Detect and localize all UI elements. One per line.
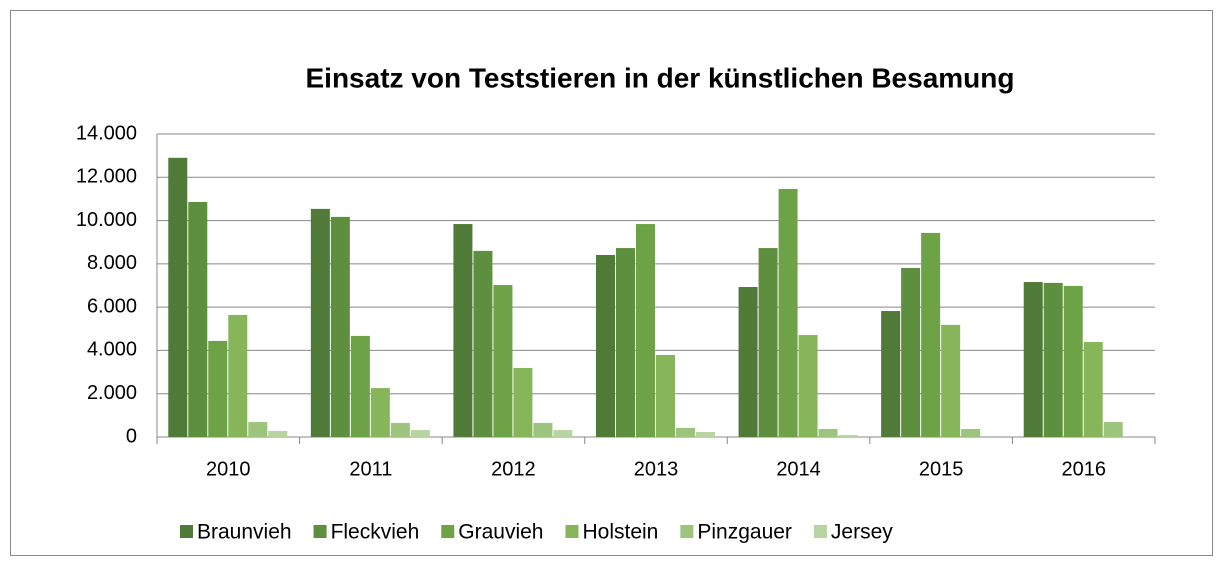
bar: [778, 188, 798, 437]
bar: [1083, 341, 1103, 437]
y-tick-label: 14.000: [76, 122, 137, 144]
bar: [268, 430, 288, 437]
legend-swatch: [813, 525, 827, 538]
bar: [676, 427, 695, 437]
bar: [188, 201, 208, 437]
bar: [533, 422, 553, 437]
bar: [596, 254, 615, 437]
legend-swatch: [565, 525, 579, 538]
x-tick-label: 2016: [1061, 458, 1106, 480]
bar: [410, 430, 430, 437]
x-tick-label: 2012: [491, 458, 536, 480]
bar: [228, 314, 248, 437]
bar: [636, 224, 655, 437]
bar: [168, 157, 188, 438]
bar: [738, 287, 758, 437]
bar: [758, 248, 778, 437]
chart-title: Einsatz von Teststieren in der künstlich…: [306, 62, 1015, 93]
legend-swatch: [180, 525, 193, 538]
bar: [881, 311, 901, 437]
bar: [473, 250, 493, 437]
legend-label: Braunvieh: [197, 521, 292, 544]
bar: [453, 224, 473, 437]
legend-label: Jersey: [831, 521, 893, 544]
legend-label: Pinzgauer: [697, 521, 792, 544]
legend-swatch: [680, 525, 694, 538]
bar: [901, 267, 921, 437]
bar: [818, 428, 838, 437]
x-tick-label: 2014: [776, 458, 821, 480]
x-tick-label: 2010: [206, 458, 251, 480]
x-tick-label: 2015: [919, 458, 964, 480]
y-tick-label: 2.000: [87, 382, 137, 404]
bar: [513, 367, 533, 437]
y-tick-label: 6.000: [87, 295, 137, 317]
y-tick-label: 4.000: [87, 339, 137, 361]
bar: [330, 216, 350, 437]
bar: [921, 232, 941, 437]
legend-label: Grauvieh: [458, 521, 543, 544]
bar: [1063, 285, 1083, 437]
legend-swatch: [441, 525, 455, 538]
legend-swatch: [313, 525, 327, 538]
y-tick-label: 10.000: [76, 209, 137, 231]
bar: [553, 430, 573, 437]
bar: [493, 285, 513, 437]
legend-label: Fleckvieh: [331, 521, 420, 544]
bar: [616, 248, 635, 437]
bar: [798, 335, 818, 437]
bar: [961, 428, 981, 437]
bar: [838, 435, 858, 437]
bar: [1023, 282, 1043, 437]
bar: [1103, 422, 1123, 437]
bar: [370, 388, 390, 437]
legend-label: Holstein: [582, 521, 658, 544]
bar: [310, 208, 330, 437]
bar: [696, 432, 715, 437]
bar: [248, 422, 268, 437]
y-tick-label: 8.000: [87, 252, 137, 274]
y-tick-label: 12.000: [76, 166, 137, 188]
bar: [1043, 282, 1063, 437]
bar: [656, 354, 675, 437]
bar: [941, 324, 961, 437]
x-tick-label: 2013: [634, 458, 679, 480]
bar: [350, 335, 370, 437]
y-tick-label: 0: [126, 425, 137, 447]
x-tick-label: 2011: [349, 458, 392, 480]
bar: [390, 422, 410, 437]
bar: [208, 340, 228, 437]
